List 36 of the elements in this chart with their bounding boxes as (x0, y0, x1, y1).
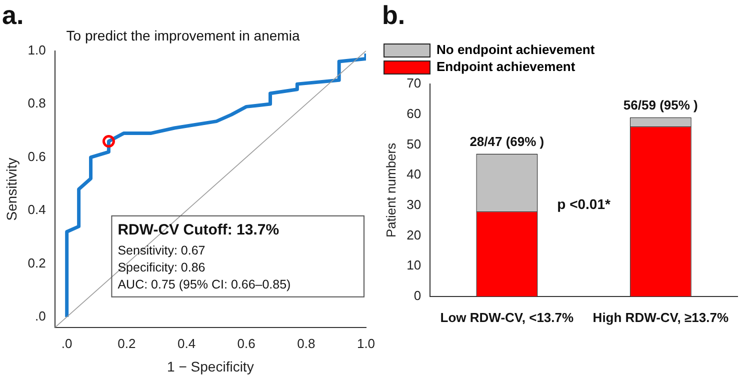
y-tick-label: 0.6 (28, 148, 46, 164)
x-axis-title: 1 − Specificity (167, 358, 254, 374)
total-label: 28/47 (69% ) (470, 134, 544, 149)
y-tick-label: 0 (414, 288, 422, 303)
y-axis-title: Sensitivity (3, 158, 20, 221)
y-tick-label: 0.4 (28, 202, 46, 218)
annotation: RDW-CV Cutoff: 13.7% (118, 221, 280, 238)
x-tick-label: 0.8 (297, 336, 316, 351)
annotation: Specificity: 0.86 (118, 260, 206, 275)
y-tick-label: 30 (406, 196, 422, 212)
x-tick-label: .0 (61, 336, 72, 351)
y-tick-label: 40 (406, 166, 422, 182)
legend-label: No endpoint achievement (436, 42, 596, 58)
y-tick-label: 50 (406, 136, 422, 152)
text: b. (382, 0, 406, 30)
x-tick-label: 1.0 (356, 336, 376, 351)
x-tick-label: High RDW-CV, ≥13.7% (592, 310, 729, 325)
annotation: AUC: 0.75 (95% CI: 0.66–0.85) (118, 278, 291, 292)
y-tick-label: 70 (406, 76, 422, 91)
text: a. (2, 0, 24, 30)
chart-title: To predict the improvement in anemia (66, 27, 300, 44)
x-tick-label: 0.2 (118, 336, 136, 351)
x-tick-label: 0.4 (177, 336, 196, 351)
annotation: p <0.01* (557, 196, 611, 212)
y-tick-label: 20 (406, 227, 422, 242)
x-tick-label: Low RDW-CV, <13.7% (440, 310, 574, 325)
x-tick-label: 0.6 (237, 336, 256, 351)
legend-label: Endpoint achievement (436, 59, 576, 74)
y-tick-label: 0.2 (28, 255, 46, 270)
annotation: Sensitivity: 0.67 (118, 244, 206, 258)
y-tick-label: 1.0 (28, 42, 46, 58)
total-label: 56/59 (95% ) (623, 97, 698, 112)
y-tick-label: 10 (406, 258, 422, 273)
y-tick-label: 0.8 (28, 96, 46, 111)
y-tick-label: 60 (406, 106, 422, 121)
y-axis-title: Patient numbers (383, 142, 398, 238)
